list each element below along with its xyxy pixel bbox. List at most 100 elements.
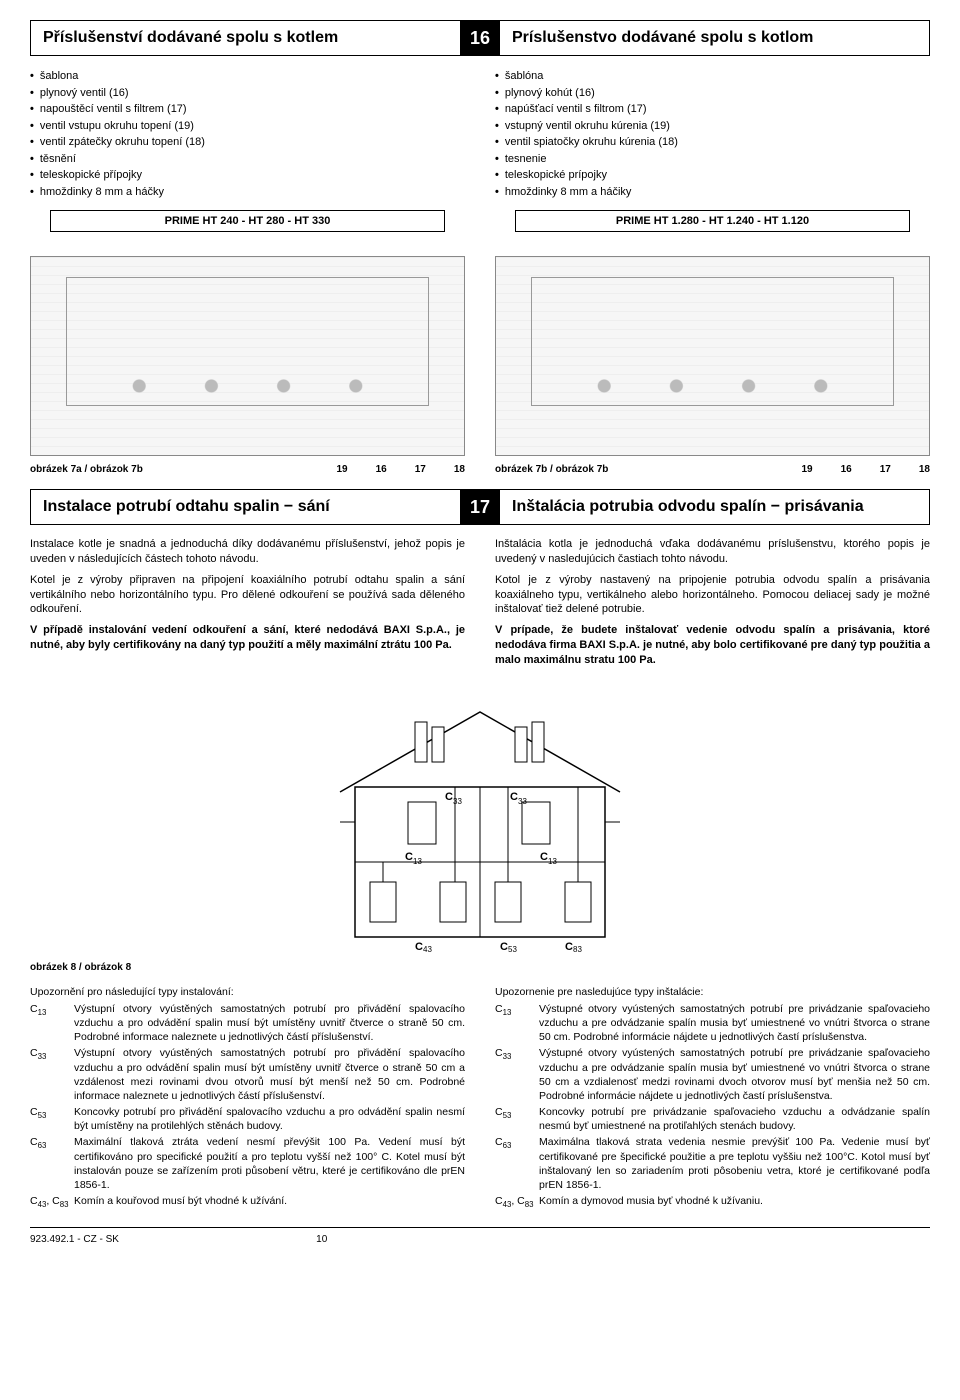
svg-text:C: C — [540, 851, 548, 863]
definition-item: C13Výstupní otvory vyústěných samostatný… — [30, 1002, 465, 1045]
section-17-right-title: Inštalácia potrubia odvodu spalín − pris… — [500, 490, 929, 524]
page-footer: 923.492.1 - CZ - SK 10 — [30, 1227, 930, 1245]
install-type-definitions: Upozornění pro následující typy instalov… — [30, 985, 930, 1213]
caption-number: 18 — [454, 464, 465, 475]
list-item: šablóna — [509, 68, 930, 85]
model-label-right: PRIME HT 1.280 - HT 1.240 - HT 1.120 — [515, 210, 910, 232]
section-16-right-title: Príslušenstvo dodávané spolu s kotlom — [500, 21, 929, 55]
caption-number: 16 — [841, 464, 852, 475]
list-item: teleskopické přípojky — [44, 167, 465, 184]
svg-text:33: 33 — [453, 797, 462, 806]
caption-7b: obrázek 7b / obrázok 7b — [495, 464, 774, 475]
section-17-badge: 17 — [460, 490, 500, 524]
defs-left-intro: Upozornění pro následující typy instalov… — [30, 985, 465, 999]
s17-right-p1: Inštalácia kotla je jednoduchá vďaka dod… — [495, 537, 930, 567]
s17-left-p1: Instalace kotle je snadná a jednoduchá d… — [30, 537, 465, 567]
svg-text:C: C — [510, 791, 518, 803]
list-item: šablona — [44, 68, 465, 85]
definition-desc: Koncovky potrubí pro přivádění spalovací… — [74, 1105, 465, 1133]
definition-item: C63Maximálna tlaková strata vedenia nesm… — [495, 1135, 930, 1192]
accessories-list-right: šablónaplynový kohút (16)napúšťací venti… — [495, 68, 930, 200]
definition-item: C43, C83Komín a kouřovod musí být vhodné… — [30, 1194, 465, 1211]
definition-item: C33Výstupní otvory vyústěných samostatný… — [30, 1046, 465, 1103]
s17-left-p3: V případě instalování vedení odkouření a… — [30, 624, 465, 651]
definition-desc: Výstupné otvory vyústených samostatných … — [539, 1002, 930, 1045]
svg-text:C: C — [415, 941, 423, 952]
list-item: hmoždinky 8 mm a háčiky — [509, 184, 930, 201]
definition-code: C63 — [30, 1135, 74, 1192]
definition-code: C53 — [30, 1105, 74, 1133]
definition-desc: Komín a kouřovod musí být vhodné k užívá… — [74, 1194, 465, 1211]
defs-right-intro: Upozornenie pre nasledujúce typy inštalá… — [495, 985, 930, 999]
definition-code: C53 — [495, 1105, 539, 1133]
definition-desc: Komín a dymovod musia byť vhodné k užíva… — [539, 1194, 930, 1211]
svg-text:53: 53 — [508, 945, 517, 952]
list-item: hmoždinky 8 mm a háčky — [44, 184, 465, 201]
list-item: ventil zpátečky okruhu topení (18) — [44, 134, 465, 151]
svg-text:13: 13 — [548, 857, 557, 866]
section-16-lists: šablonaplynový ventil (16)napouštěcí ven… — [30, 68, 930, 244]
list-item: napouštěcí ventil s filtrem (17) — [44, 101, 465, 118]
caption-number: 17 — [415, 464, 426, 475]
s17-right-p2: Kotol je z výroby nastavený na pripojeni… — [495, 573, 930, 618]
section-17-left-title: Instalace potrubí odtahu spalin − sání — [31, 490, 460, 524]
list-item: ventil vstupu okruhu topení (19) — [44, 118, 465, 135]
definition-desc: Výstupní otvory vyústěných samostatných … — [74, 1002, 465, 1045]
s17-left-p2: Kotel je z výroby připraven na připojení… — [30, 573, 465, 618]
caption-number: 16 — [376, 464, 387, 475]
caption-nums-left: 19 16 17 18 — [309, 464, 466, 475]
house-caption: obrázek 8 / obrázok 8 — [30, 962, 930, 973]
svg-text:43: 43 — [423, 945, 432, 952]
list-item: tesnenie — [509, 151, 930, 168]
model-label-left: PRIME HT 240 - HT 280 - HT 330 — [50, 210, 445, 232]
definition-desc: Koncovky potrubí pre privádzanie spaľova… — [539, 1105, 930, 1133]
definition-item: C53Koncovky potrubí pre privádzanie spaľ… — [495, 1105, 930, 1133]
svg-text:C: C — [500, 941, 508, 952]
definition-code: C13 — [495, 1002, 539, 1045]
diagram-captions: obrázek 7a / obrázok 7b 19 16 17 18 obrázek… — [30, 464, 930, 475]
section-17-header: Instalace potrubí odtahu spalin − sání 1… — [30, 489, 930, 525]
svg-text:C: C — [565, 941, 573, 952]
caption-number: 18 — [919, 464, 930, 475]
definition-code: C33 — [495, 1046, 539, 1103]
boiler-diagram-right — [495, 256, 930, 456]
definition-code: C33 — [30, 1046, 74, 1103]
definition-desc: Výstupní otvory vyústěných samostatných … — [74, 1046, 465, 1103]
definition-code: C13 — [30, 1002, 74, 1045]
accessories-list-left: šablonaplynový ventil (16)napouštěcí ven… — [30, 68, 465, 200]
svg-text:13: 13 — [413, 857, 422, 866]
caption-number: 19 — [337, 464, 348, 475]
boiler-diagram-left — [30, 256, 465, 456]
section-16-badge: 16 — [460, 21, 500, 55]
definition-code: C43, C83 — [30, 1194, 74, 1211]
definition-item: C33Výstupné otvory vyústených samostatný… — [495, 1046, 930, 1103]
definition-item: C13Výstupné otvory vyústených samostatný… — [495, 1002, 930, 1045]
list-item: ventil spiatočky okruhu kúrenia (18) — [509, 134, 930, 151]
list-item: plynový kohút (16) — [509, 85, 930, 102]
definition-code: C43, C83 — [495, 1194, 539, 1211]
list-item: těsnění — [44, 151, 465, 168]
caption-number: 17 — [880, 464, 891, 475]
caption-number: 19 — [802, 464, 813, 475]
list-item: napúšťací ventil s filtrom (17) — [509, 101, 930, 118]
caption-nums-right: 19 16 17 18 — [774, 464, 931, 475]
caption-7a: obrázek 7a / obrázok 7b — [30, 464, 309, 475]
page-number: 10 — [119, 1234, 525, 1245]
definition-code: C63 — [495, 1135, 539, 1192]
svg-text:33: 33 — [518, 797, 527, 806]
svg-text:C: C — [405, 851, 413, 863]
list-item: teleskopické prípojky — [509, 167, 930, 184]
list-item: vstupný ventil okruhu kúrenia (19) — [509, 118, 930, 135]
definition-item: C43, C83Komín a dymovod musia byť vhodné… — [495, 1194, 930, 1211]
definition-desc: Maximální tlaková ztráta vedení nesmí př… — [74, 1135, 465, 1192]
list-item: plynový ventil (16) — [44, 85, 465, 102]
definition-item: C63Maximální tlaková ztráta vedení nesmí… — [30, 1135, 465, 1192]
doc-reference: 923.492.1 - CZ - SK — [30, 1234, 119, 1245]
svg-text:C: C — [445, 791, 453, 803]
section-16-left-title: Příslušenství dodávané spolu s kotlem — [31, 21, 460, 55]
section-17-body: Instalace kotle je snadná a jednoduchá d… — [30, 537, 930, 674]
definition-desc: Výstupné otvory vyústených samostatných … — [539, 1046, 930, 1103]
tech-diagrams-row — [30, 256, 930, 456]
definition-item: C53Koncovky potrubí pro přivádění spalov… — [30, 1105, 465, 1133]
s17-right-p3: V prípade, že budete inštalovať vedenie … — [495, 624, 930, 666]
